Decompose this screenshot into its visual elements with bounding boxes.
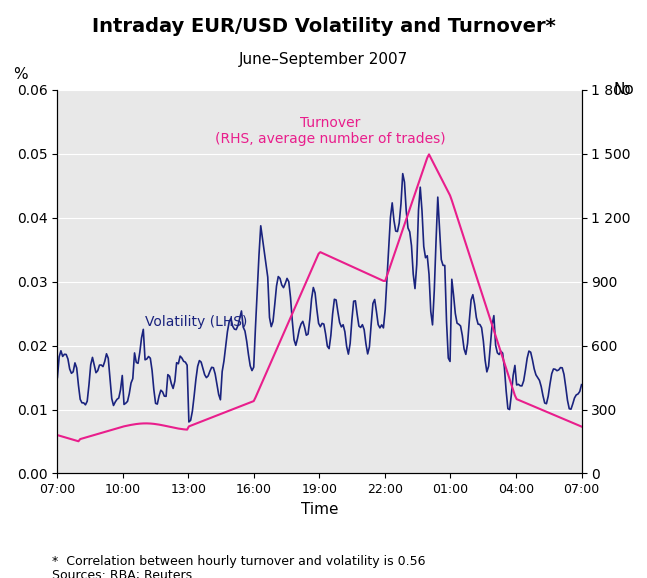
Y-axis label: %: % <box>14 67 28 82</box>
Text: Sources: RBA; Reuters: Sources: RBA; Reuters <box>52 569 192 578</box>
Y-axis label: No: No <box>613 82 634 97</box>
Text: June–September 2007: June–September 2007 <box>239 52 408 67</box>
Text: Intraday EUR/USD Volatility and Turnover*: Intraday EUR/USD Volatility and Turnover… <box>92 17 555 36</box>
X-axis label: Time: Time <box>301 502 338 517</box>
Text: Volatility (LHS): Volatility (LHS) <box>145 316 247 329</box>
Text: *  Correlation between hourly turnover and volatility is 0.56: * Correlation between hourly turnover an… <box>52 555 425 568</box>
Text: Turnover
(RHS, average number of trades): Turnover (RHS, average number of trades) <box>215 116 446 146</box>
